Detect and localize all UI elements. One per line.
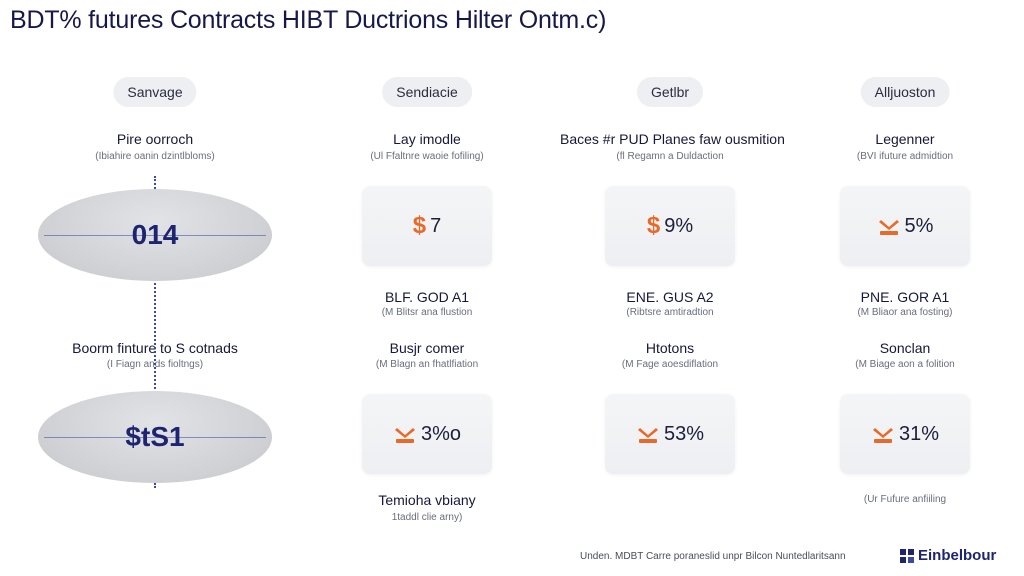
- column-1-header[interactable]: Sanvage: [113, 77, 197, 107]
- column-4-tile-2-value: 31%: [898, 422, 940, 445]
- brand-name: Einbelbour: [918, 547, 997, 564]
- column-4-sub-4: (Ur Fufure anfiiling: [863, 494, 947, 505]
- column-3-header[interactable]: Getlbr: [636, 77, 704, 107]
- dollar-icon: $: [646, 212, 661, 239]
- column-3-tile-2-value: 53%: [663, 422, 705, 445]
- value-ellipse-2: $tS1: [38, 391, 272, 483]
- column-4-sub-3: (M Biage aon a folition: [855, 359, 955, 370]
- column-2-label-4: Temioha vbiany: [378, 492, 476, 508]
- column-2-tile-2[interactable]: 3%o: [362, 394, 492, 474]
- column-3-label-1: Baces #r PUD Planes faw ousmition: [560, 131, 785, 147]
- column-2-tile-2-value: 3%o: [420, 422, 462, 445]
- column-2-header[interactable]: Sendiacie: [382, 77, 472, 107]
- column-4-label-3: Sonclan: [879, 340, 931, 356]
- column-3-sub-2: (Ribtsre amtiradtion: [626, 307, 714, 318]
- ship-icon: [878, 220, 899, 235]
- column-3-tile-1[interactable]: $ 9%: [605, 186, 735, 266]
- column-3-sub-3: (M Fage aoesdiflation: [621, 359, 719, 370]
- column-4-label-1: Legenner: [875, 131, 935, 147]
- column-1-sub-1: (Ibiahire oanin dzintlbloms): [95, 151, 215, 162]
- column-4-sub-2: (M Bliaor ana fosting): [857, 307, 953, 318]
- column-3-tile-2[interactable]: 53%: [605, 394, 735, 474]
- column-3-sub-1: (fl Regamn a Duldaction: [616, 151, 724, 162]
- dollar-icon: $: [412, 212, 427, 239]
- column-2-label-2: BLF. GOD A1: [384, 289, 470, 305]
- column-3-tile-1-value: 9%: [664, 214, 694, 237]
- column-2-sub-4: 1taddl clie arny): [391, 512, 463, 523]
- brand-logo[interactable]: Einbelbour: [900, 547, 996, 564]
- column-2-sub-1: (Ul Ffaltnre waoie fofiling): [370, 151, 484, 162]
- column-2-sub-2: (M Blitsr ana flustion: [381, 307, 473, 318]
- column-4-header[interactable]: Alljuoston: [860, 77, 950, 107]
- column-4: Alljuoston Legenner (BVI ifuture admidti…: [795, 0, 1015, 576]
- ship-icon: [394, 428, 415, 443]
- column-2-label-1: Lay imodle: [393, 131, 461, 147]
- column-2-sub-3: (M Blagn an fhatlfiation: [375, 359, 479, 370]
- brand-icon: [900, 548, 914, 563]
- column-4-tile-2[interactable]: 31%: [840, 394, 970, 474]
- column-1-label-1: Pire oorroch: [116, 131, 194, 147]
- footer-note: Unden. MDBT Carre poraneslid unpr Bilcon…: [580, 551, 846, 562]
- page-title: BDT% futures Contracts HIBT Ductrions Hi…: [10, 6, 607, 34]
- ellipse-divider: [44, 437, 266, 438]
- ellipse-1-value: 014: [131, 219, 179, 250]
- column-3: Getlbr Baces #r PUD Planes faw ousmition…: [560, 0, 785, 576]
- column-2-tile-1-value: 7: [430, 214, 442, 237]
- column-2-tile-1[interactable]: $ 7: [362, 186, 492, 266]
- column-3-label-3: Htotons: [645, 340, 695, 356]
- ellipse-2-value: $tS1: [125, 421, 185, 452]
- ship-icon: [637, 428, 658, 443]
- column-4-tile-1-value: 5%: [904, 214, 934, 237]
- column-4-tile-1[interactable]: 5%: [840, 186, 970, 266]
- column-4-sub-1: (BVI ifuture admidtion: [856, 151, 954, 162]
- timeline-connector: [154, 176, 156, 488]
- column-2: Sendiacie Lay imodle (Ul Ffaltnre waoie …: [317, 0, 537, 576]
- value-ellipse-1: 014: [38, 189, 272, 281]
- ellipse-divider: [44, 235, 266, 236]
- column-3-label-2: ENE. GUS A2: [626, 289, 714, 305]
- column-4-label-2: PNE. GOR A1: [860, 289, 950, 305]
- column-2-label-3: Busjr comer: [389, 340, 465, 356]
- ship-icon: [872, 428, 893, 443]
